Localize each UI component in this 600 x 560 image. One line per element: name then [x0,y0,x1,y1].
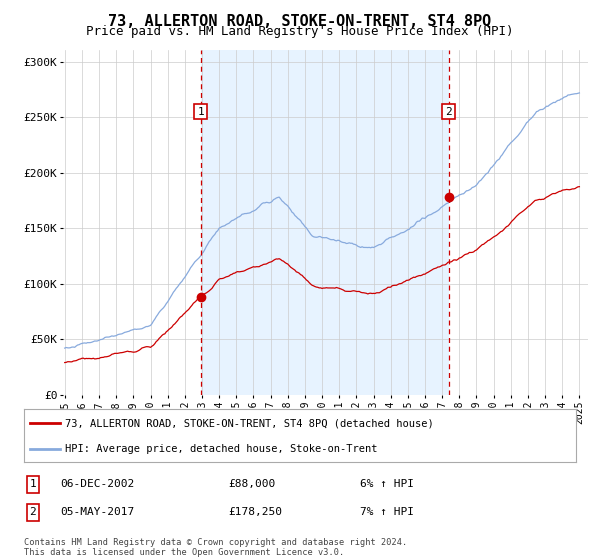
Text: 73, ALLERTON ROAD, STOKE-ON-TRENT, ST4 8PQ: 73, ALLERTON ROAD, STOKE-ON-TRENT, ST4 8… [109,14,491,29]
Bar [200,50,449,395]
Text: 7% ↑ HPI: 7% ↑ HPI [360,507,414,517]
Text: Price paid vs. HM Land Registry's House Price Index (HPI): Price paid vs. HM Land Registry's House … [86,25,514,38]
Text: 2: 2 [445,106,452,116]
Text: HPI: Average price, detached house, Stoke-on-Trent: HPI: Average price, detached house, Stok… [65,444,378,454]
Text: 1: 1 [197,106,204,116]
Text: Contains HM Land Registry data © Crown copyright and database right 2024.
This d: Contains HM Land Registry data © Crown c… [24,538,407,557]
Text: £178,250: £178,250 [228,507,282,517]
Text: £88,000: £88,000 [228,479,275,489]
Text: 6% ↑ HPI: 6% ↑ HPI [360,479,414,489]
Text: 2: 2 [29,507,37,517]
Text: 1: 1 [29,479,37,489]
Text: 06-DEC-2002: 06-DEC-2002 [60,479,134,489]
Text: 73, ALLERTON ROAD, STOKE-ON-TRENT, ST4 8PQ (detached house): 73, ALLERTON ROAD, STOKE-ON-TRENT, ST4 8… [65,418,434,428]
Text: 05-MAY-2017: 05-MAY-2017 [60,507,134,517]
